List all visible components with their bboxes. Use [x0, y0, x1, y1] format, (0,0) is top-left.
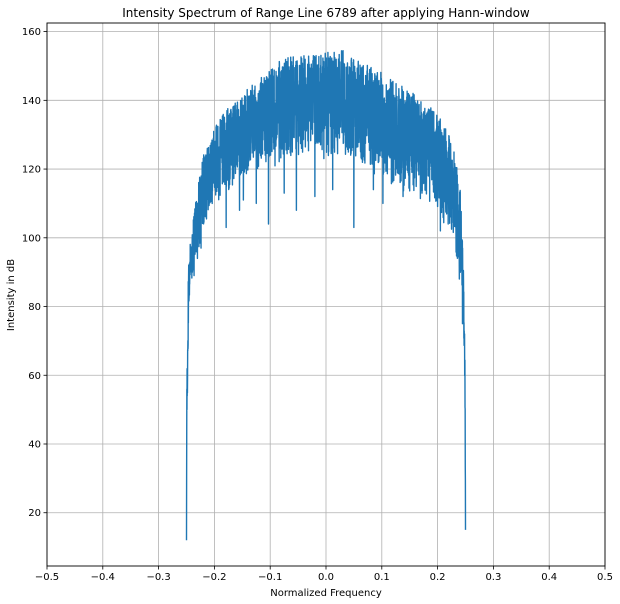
axis-ticks: −0.5 −0.4 −0.3 −0.2 −0.1 0.0 0.1 0.2 0.3 0.4 0.5 20… [22, 27, 613, 583]
x-tick-label: 0.4 [541, 572, 557, 583]
x-tick-label: −0.5 [35, 572, 59, 583]
x-tick-label: −0.2 [202, 572, 226, 583]
y-tick-label: 40 [28, 439, 41, 450]
x-tick-label: 0.3 [485, 572, 501, 583]
chart-title: Intensity Spectrum of Range Line 6789 af… [122, 6, 530, 20]
y-tick-label: 100 [22, 233, 41, 244]
y-tick-label: 140 [22, 96, 41, 107]
y-tick-label: 60 [28, 371, 41, 382]
y-tick-label: 20 [28, 508, 41, 519]
x-tick-label: 0.5 [597, 572, 613, 583]
x-tick-label: −0.1 [258, 572, 282, 583]
x-tick-label: −0.3 [146, 572, 170, 583]
x-tick-label: 0.1 [374, 572, 390, 583]
y-tick-label: 120 [22, 165, 41, 176]
y-axis-title: Intensity in dB [6, 259, 17, 331]
y-tick-label: 160 [22, 27, 41, 38]
spectrum-line [185, 50, 467, 541]
x-tick-label: 0.0 [318, 572, 334, 583]
x-axis-title: Normalized Frequency [270, 588, 382, 599]
series-line [185, 50, 467, 541]
y-tick-label: 80 [28, 302, 41, 313]
x-tick-label: −0.4 [91, 572, 115, 583]
x-tick-label: 0.2 [430, 572, 446, 583]
